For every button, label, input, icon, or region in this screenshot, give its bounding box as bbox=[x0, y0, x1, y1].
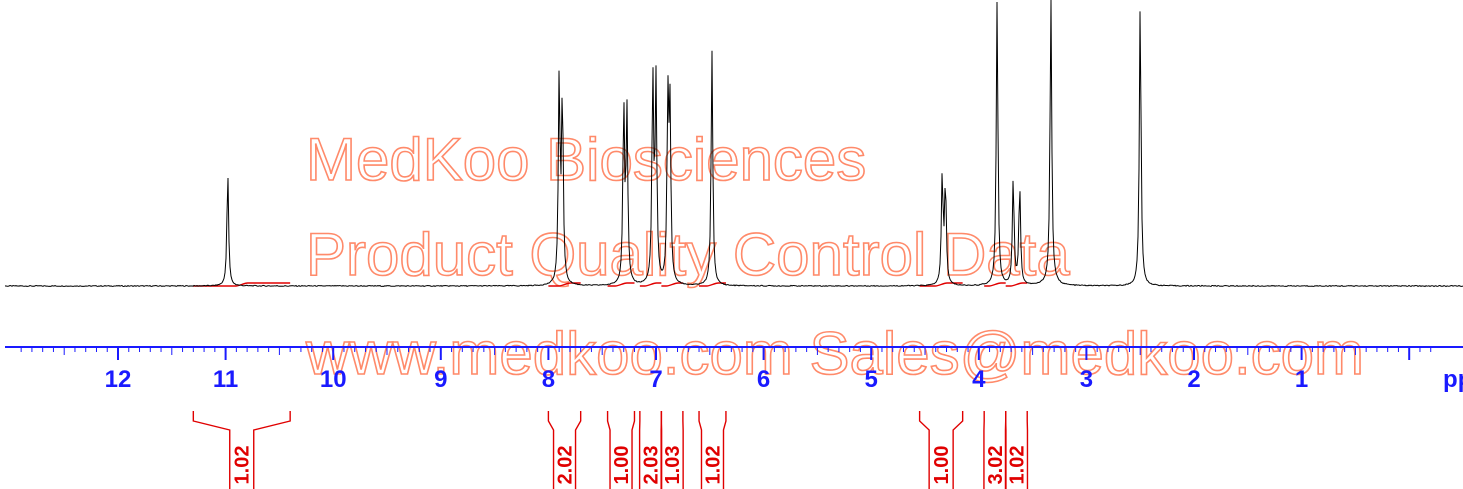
tick-label: 8 bbox=[542, 366, 555, 393]
spectrum-trace bbox=[4, 0, 1463, 288]
integral-value-label: 2.02 bbox=[555, 446, 577, 485]
integral-value-label: 1.03 bbox=[662, 446, 684, 485]
watermark-line-2: Product Quality Control Data bbox=[306, 221, 1070, 288]
tick-label: 9 bbox=[434, 366, 447, 393]
axis-unit-label: ppm bbox=[1443, 366, 1463, 393]
integral-value-label: 1.02 bbox=[702, 446, 724, 485]
integral-bracket bbox=[698, 411, 727, 489]
integral-bracket bbox=[547, 411, 582, 489]
integral-value-label: 2.03 bbox=[641, 446, 663, 485]
tick-label: 1 bbox=[1295, 366, 1308, 393]
integral-curve bbox=[193, 282, 291, 287]
integral-bracket bbox=[606, 411, 636, 489]
integral-value-label: 1.00 bbox=[611, 446, 633, 485]
tick-label: 2 bbox=[1187, 366, 1200, 393]
tick-label: 3 bbox=[1080, 366, 1093, 393]
tick-label: 12 bbox=[105, 366, 132, 393]
integral-curve bbox=[607, 282, 635, 287]
watermark-line-1: MedKoo Biosciences bbox=[306, 126, 866, 193]
integral-bracket bbox=[192, 411, 291, 489]
tick-label: 10 bbox=[320, 366, 347, 393]
ppm-axis: 12 11 10 9 8 7 6 5 4 3 2 1 ppm bbox=[5, 346, 1463, 393]
integral-curves bbox=[193, 282, 1028, 287]
integral-curve bbox=[1005, 282, 1028, 287]
tick-label: 11 bbox=[213, 366, 238, 393]
integral-value-label: 1.02 bbox=[232, 446, 254, 485]
tick-label: 6 bbox=[757, 366, 770, 393]
integral-curve bbox=[699, 282, 726, 287]
integral-curve bbox=[661, 282, 683, 287]
tick-label: 4 bbox=[972, 366, 986, 393]
integral-brackets: 1.02 2.02 1.00 2.03 1.03 1.02 1.00 3.02 1.02 bbox=[192, 411, 1029, 489]
integral-curve bbox=[639, 282, 662, 287]
tick-label: 5 bbox=[865, 366, 878, 393]
integral-curve bbox=[548, 282, 581, 287]
watermark-line-3: www.medkoo.com Sales@medkoo.com bbox=[305, 320, 1364, 387]
integral-value-label: 1.00 bbox=[931, 446, 953, 485]
integral-curve bbox=[984, 282, 1006, 287]
integral-value-label: 1.02 bbox=[1006, 446, 1028, 485]
integral-bracket bbox=[918, 411, 964, 489]
integral-curve bbox=[919, 282, 963, 287]
tick-label: 7 bbox=[649, 366, 662, 393]
integral-value-label: 3.02 bbox=[985, 446, 1007, 485]
integral-bracket bbox=[660, 411, 684, 489]
integral-bracket bbox=[1004, 411, 1029, 489]
